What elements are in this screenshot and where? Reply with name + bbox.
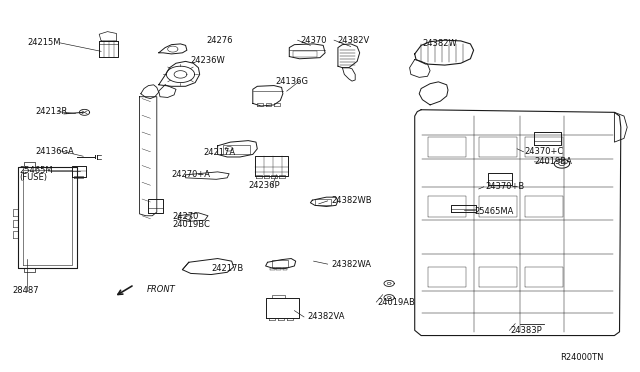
Text: 24270: 24270 [173,212,199,221]
Text: 24382WB: 24382WB [332,196,372,205]
Text: 24370+C: 24370+C [525,147,564,156]
Text: 24236P: 24236P [248,182,280,190]
Text: 24217A: 24217A [204,148,236,157]
Text: 24382WA: 24382WA [332,260,371,269]
Text: 25465MA: 25465MA [475,207,515,216]
Text: 24215M: 24215M [28,38,61,47]
Text: 24370: 24370 [301,36,327,45]
Text: 24019BC: 24019BC [173,220,211,229]
Text: 24217B: 24217B [211,264,243,273]
Text: 28487: 28487 [13,286,40,295]
Text: 24213R: 24213R [35,107,67,116]
Text: 24382W: 24382W [422,39,457,48]
Text: 25465M: 25465M [19,166,53,175]
Text: 24383P: 24383P [511,326,543,335]
Text: R24000TN: R24000TN [560,353,604,362]
Text: 24382V: 24382V [337,36,369,45]
Text: FRONT: FRONT [147,285,176,294]
Text: 24136GA: 24136GA [35,147,74,156]
Text: 24382VA: 24382VA [307,312,345,321]
Text: 24136G: 24136G [275,77,308,86]
Text: (FUSE): (FUSE) [19,173,47,182]
Text: 24276: 24276 [206,36,232,45]
Text: 24270+A: 24270+A [172,170,211,179]
Text: 24236W: 24236W [191,56,225,65]
Text: 24019AB: 24019AB [378,298,415,307]
Text: 24019BA: 24019BA [534,157,572,166]
Text: 24370+B: 24370+B [485,182,524,191]
